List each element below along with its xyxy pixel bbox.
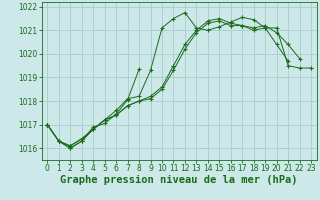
X-axis label: Graphe pression niveau de la mer (hPa): Graphe pression niveau de la mer (hPa) [60, 175, 298, 185]
